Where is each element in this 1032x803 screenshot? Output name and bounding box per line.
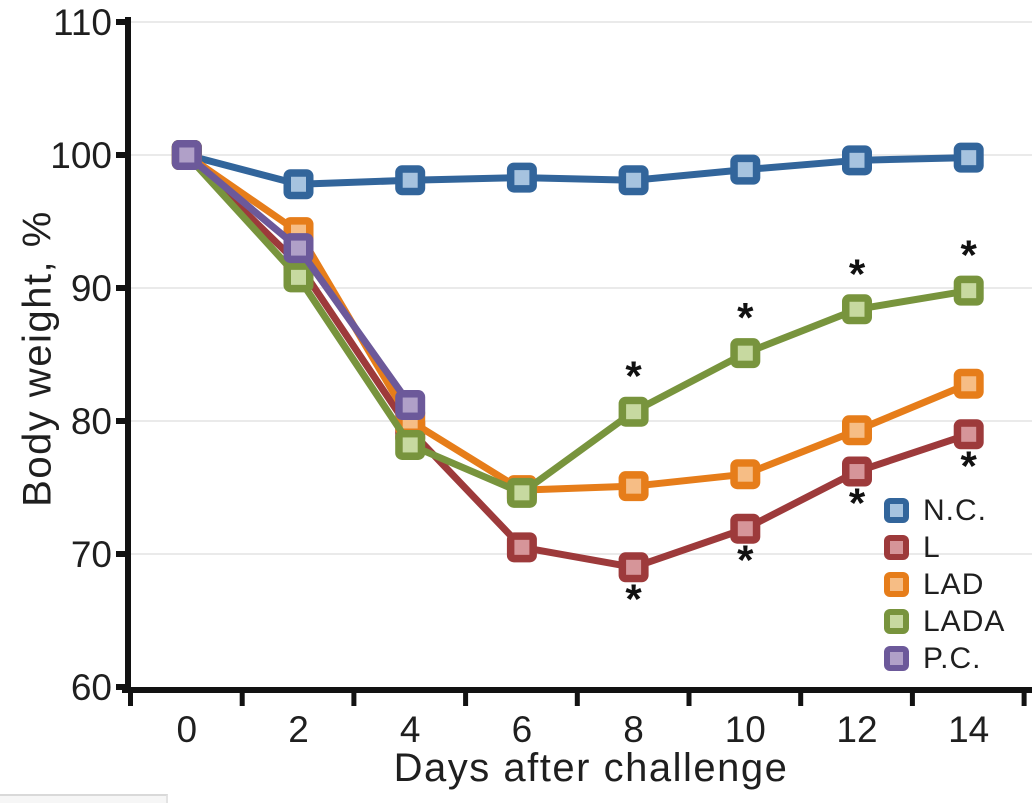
series-line [183,151,973,188]
asterisk: * [737,294,754,341]
y-tick-label: 100 [50,135,112,176]
legend-label: LADA [923,604,1006,638]
y-axis-title: Body weight, % [15,210,60,507]
y-tick-label: 60 [71,667,112,708]
data-point-marker-inner [849,152,865,168]
data-point-marker-inner [179,147,195,163]
x-tick-label: 10 [725,709,766,750]
legend-item-LAD: LAD [884,566,1005,603]
x-tick-label: 14 [948,709,989,750]
y-tick-label: 90 [71,268,112,309]
x-tick-label: 4 [400,709,421,750]
x-axis-title: Days after challenge [393,746,789,790]
asterisk: * [625,353,642,400]
y-tick-label: 80 [71,401,112,442]
data-point-marker-inner [961,376,977,392]
legend-label: P.C. [923,641,982,675]
x-tick-label: 0 [177,709,198,750]
x-tick-label: 2 [288,709,309,750]
legend-item-LADA: LADA [884,603,1005,640]
legend-label: L [923,530,941,564]
series-PC [171,140,426,421]
data-point-marker-inner [737,162,753,178]
data-point-marker-inner [402,437,418,453]
x-tick-label: 6 [512,709,533,750]
series-line [183,151,973,571]
data-point-marker-inner [514,539,530,555]
legend-item-NC: N.C. [884,492,1005,529]
x-tick-label: 12 [836,709,877,750]
asterisk: * [849,250,866,297]
data-point-marker-inner [737,345,753,361]
data-point-marker-inner [849,422,865,438]
data-point-marker-inner [626,559,642,575]
series-line [183,151,973,494]
data-point-marker-inner [849,464,865,480]
y-tick-label: 110 [53,2,112,43]
tick-labels: 60 70 80 90 100 110 0 2 4 6 8 10 12 14 [50,2,989,750]
axes [116,17,1032,706]
partial-ui-fragment [0,794,168,803]
data-point-marker-inner [291,176,306,192]
data-point-marker-inner [402,397,418,413]
data-point-marker-inner [291,269,306,285]
asterisk: * [737,537,754,584]
data-point-marker-inner [961,426,977,442]
data-point-marker-inner [849,301,865,317]
data-point-marker-inner [626,172,642,188]
y-tick-label: 70 [71,534,112,575]
legend-label: N.C. [923,493,987,527]
data-point-marker-inner [961,150,977,166]
asterisk: * [961,442,978,489]
series-line [183,151,973,497]
legend-marker-icon [884,498,909,523]
data-point-marker-inner [514,170,530,186]
x-tick-label: 8 [623,709,644,750]
legend-marker-icon [884,535,909,560]
legend-marker-icon [884,609,909,634]
data-point-marker-inner [961,283,977,299]
legend: N.C. L LAD LADA P.C. [884,492,1005,677]
asterisk: * [625,575,642,622]
data-point-marker-inner [626,404,642,420]
data-point-marker-inner [737,466,753,482]
legend-item-PC: P.C. [884,640,1005,677]
asterisk: * [849,480,866,527]
series-NC [171,140,984,200]
legend-marker-icon [884,646,909,671]
legend-marker-icon [884,572,909,597]
legend-item-L: L [884,529,1005,566]
legend-label: LAD [923,567,985,601]
significance-marks: * * * * * * * * [625,232,977,623]
data-point-marker-inner [737,521,753,537]
gridlines [128,21,1032,555]
data-point-marker-inner [402,172,418,188]
asterisk: * [961,232,978,279]
data-point-marker-inner [514,485,530,501]
data-point-marker-inner [626,478,642,494]
data-point-marker-inner [291,240,306,256]
